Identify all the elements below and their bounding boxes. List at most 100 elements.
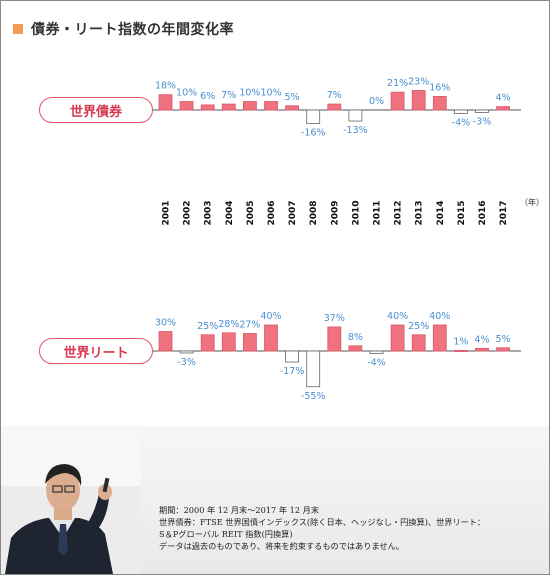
footnote-period: 期間：2000 年 12 月末～2017 年 12 月末 bbox=[159, 505, 320, 515]
bar-2016 bbox=[475, 109, 489, 113]
value-label-2013: 23% bbox=[408, 76, 429, 87]
bar-2006 bbox=[264, 324, 278, 352]
bar-2005 bbox=[242, 101, 257, 111]
bar-2003 bbox=[200, 104, 215, 111]
title-row: 債券・リート指数の年間変化率 bbox=[13, 19, 234, 39]
bar-2017 bbox=[496, 347, 511, 352]
bar-2013 bbox=[411, 90, 426, 111]
title-square-icon bbox=[13, 24, 23, 34]
value-label-2006: 40% bbox=[260, 311, 281, 322]
value-label-2012: 21% bbox=[387, 78, 408, 89]
bar-charts: 18% 2001 10% 2002 6% 2003 7% 2004 10% 2005 10% 2006… bbox=[153, 76, 544, 441]
bar-2002 bbox=[179, 101, 194, 111]
value-label-2003: 25% bbox=[197, 321, 218, 332]
bar-2008 bbox=[306, 109, 321, 125]
year-label-2017: 2017 bbox=[499, 200, 509, 225]
bar-2010 bbox=[348, 109, 363, 122]
value-label-2002: -3% bbox=[177, 357, 196, 368]
bar-2012 bbox=[390, 91, 405, 111]
value-label-2014: 16% bbox=[429, 82, 450, 93]
bar-2007 bbox=[285, 105, 300, 111]
bar-2003 bbox=[200, 334, 215, 352]
value-label-2013: 25% bbox=[408, 321, 429, 332]
value-label-2014: 40% bbox=[429, 311, 450, 322]
chart-1: 30%2001-3%200225%200328%200427%200540%20… bbox=[153, 311, 544, 441]
year-label-2003: 2003 bbox=[204, 200, 214, 225]
value-label-2002: 10% bbox=[176, 88, 197, 99]
bar-2006 bbox=[264, 101, 278, 111]
value-label-2017: 5% bbox=[496, 334, 511, 345]
year-label-2001: 2001 bbox=[162, 200, 172, 225]
value-label-2016: -3% bbox=[473, 117, 492, 128]
year-label-2014: 2014 bbox=[436, 200, 446, 225]
footnote: 期間：2000 年 12 月末～2017 年 12 月末 世界債券：FTSE 世… bbox=[159, 504, 485, 552]
value-label-2011: -4% bbox=[367, 358, 386, 369]
value-label-2010: 8% bbox=[348, 332, 363, 343]
value-label-2004: 28% bbox=[218, 319, 239, 330]
value-label-2016: 4% bbox=[474, 334, 489, 345]
footnote-reit-index: S＆Pグローバル REIT 指数(円換算) bbox=[159, 529, 293, 539]
bar-2001 bbox=[158, 94, 173, 111]
bar-2004 bbox=[221, 103, 236, 111]
value-label-2007: -17% bbox=[280, 366, 305, 377]
value-label-2001: 30% bbox=[155, 318, 176, 329]
bar-2014 bbox=[432, 324, 447, 352]
bar-2005 bbox=[242, 333, 257, 352]
bar-2015 bbox=[453, 109, 468, 114]
footnote-disclaimer: データは過去のものであり、将来を約束するものではありません。 bbox=[159, 541, 404, 551]
year-label-2013: 2013 bbox=[415, 200, 425, 225]
value-label-2001: 18% bbox=[155, 81, 176, 92]
year-label-2006: 2006 bbox=[267, 200, 277, 225]
bar-2007 bbox=[285, 350, 300, 363]
value-label-2015: 1% bbox=[453, 336, 468, 347]
footnote-indices: 世界債券：FTSE 世界国債インデックス(除く日本、ヘッジなし・円換算)、世界リ… bbox=[159, 517, 486, 527]
chart-0: 18% 2001 10% 2002 6% 2003 7% 2004 10% 2005 10% 2006… bbox=[153, 76, 544, 226]
presenter-image bbox=[1, 426, 141, 574]
reit-series-label: 世界リート bbox=[39, 338, 153, 364]
year-label-2002: 2002 bbox=[183, 200, 193, 225]
year-label-2015: 2015 bbox=[457, 200, 467, 225]
bar-2002 bbox=[179, 350, 194, 354]
value-label-2003: 6% bbox=[200, 91, 215, 102]
year-label-2004: 2004 bbox=[225, 200, 235, 225]
year-label-2008: 2008 bbox=[309, 200, 319, 225]
bar-2009 bbox=[327, 103, 342, 111]
page-title: 債券・リート指数の年間変化率 bbox=[31, 22, 234, 38]
bar-2008 bbox=[306, 350, 321, 388]
bar-2009 bbox=[327, 326, 342, 352]
year-label-2010: 2010 bbox=[351, 200, 361, 225]
year-unit-label: （年） bbox=[520, 197, 544, 207]
bar-2014 bbox=[432, 96, 447, 111]
value-label-2006: 10% bbox=[260, 88, 281, 99]
year-label-2007: 2007 bbox=[288, 200, 298, 225]
value-label-2005: 10% bbox=[239, 88, 260, 99]
bar-2010 bbox=[348, 345, 363, 352]
year-label-2016: 2016 bbox=[478, 200, 488, 225]
value-label-2004: 7% bbox=[221, 90, 236, 101]
bar-2011 bbox=[369, 350, 384, 354]
bond-series-label: 世界債券 bbox=[39, 97, 153, 123]
value-label-2011: 0% bbox=[369, 96, 384, 107]
bar-2017 bbox=[496, 106, 511, 111]
bar-2001 bbox=[158, 331, 173, 352]
year-label-2009: 2009 bbox=[330, 200, 340, 225]
value-label-2010: -13% bbox=[343, 125, 368, 136]
value-label-2008: -55% bbox=[301, 391, 326, 402]
value-label-2012: 40% bbox=[387, 311, 408, 322]
bar-2016 bbox=[475, 347, 489, 352]
bar-2015 bbox=[453, 349, 468, 352]
bar-2004 bbox=[221, 332, 236, 352]
value-label-2007: 5% bbox=[285, 92, 300, 103]
year-label-2011: 2011 bbox=[373, 200, 383, 225]
bar-2013 bbox=[411, 334, 426, 352]
year-label-2005: 2005 bbox=[246, 200, 256, 225]
bar-2012 bbox=[390, 324, 405, 352]
value-label-2005: 27% bbox=[239, 319, 260, 330]
value-label-2009: 37% bbox=[324, 313, 345, 324]
year-label-2012: 2012 bbox=[394, 200, 404, 225]
value-label-2015: -4% bbox=[452, 117, 471, 128]
value-label-2009: 7% bbox=[327, 90, 342, 101]
value-label-2008: -16% bbox=[301, 128, 326, 139]
value-label-2017: 4% bbox=[496, 93, 511, 104]
